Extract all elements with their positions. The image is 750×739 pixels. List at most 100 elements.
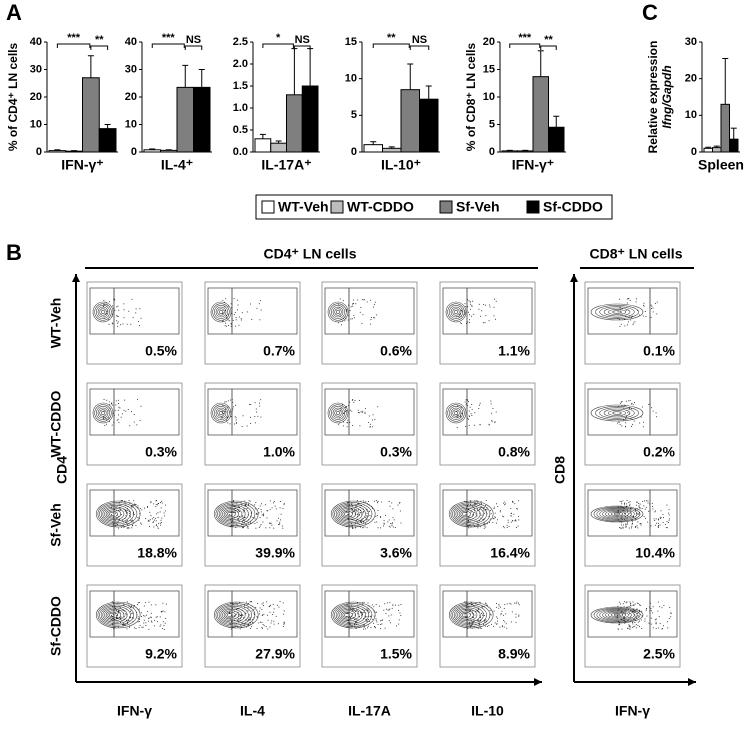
- event-dot: [114, 509, 116, 511]
- event-dot: [237, 620, 239, 622]
- event-dot: [233, 314, 235, 315]
- event-dot: [349, 409, 351, 411]
- event-dot: [248, 500, 250, 502]
- event-dot: [652, 508, 654, 510]
- event-dot: [238, 507, 240, 509]
- event-dot: [482, 606, 483, 608]
- event-dot: [354, 521, 356, 523]
- event-dot: [123, 624, 125, 626]
- event-dot: [632, 611, 634, 613]
- event-dot: [355, 523, 356, 525]
- event-dot: [230, 623, 232, 625]
- y-tick-label: 30: [125, 63, 137, 75]
- event-dot: [356, 621, 358, 623]
- event-dot: [227, 319, 229, 321]
- event-dot: [231, 399, 233, 400]
- event-dot: [240, 616, 242, 618]
- event-dot: [137, 517, 139, 518]
- event-dot: [478, 303, 480, 305]
- event-dot: [348, 410, 350, 412]
- event-dot: [265, 527, 267, 529]
- event-dot: [365, 523, 367, 525]
- x-category-label: IFN-γ⁺: [61, 157, 103, 173]
- event-dot: [659, 524, 661, 526]
- contour: [460, 611, 471, 619]
- event-dot: [626, 324, 628, 326]
- event-dot: [505, 613, 507, 615]
- event-dot: [641, 615, 643, 617]
- event-dot: [352, 511, 354, 513]
- event-dot: [617, 512, 619, 514]
- contour: [104, 608, 125, 622]
- event-dot: [252, 622, 254, 624]
- event-dot: [143, 619, 145, 621]
- event-dot: [626, 517, 628, 519]
- event-dot: [145, 517, 147, 519]
- event-dot: [271, 620, 273, 622]
- event-dot: [246, 521, 248, 523]
- event-dot: [486, 509, 488, 511]
- event-dot: [638, 506, 640, 508]
- event-dot: [133, 512, 134, 513]
- event-dot: [113, 415, 115, 417]
- event-dot: [474, 424, 476, 426]
- event-dot: [111, 322, 113, 324]
- bar: [176, 86, 194, 153]
- event-dot: [632, 515, 634, 517]
- event-dot: [159, 522, 161, 524]
- event-dot: [123, 603, 125, 605]
- event-dot: [484, 622, 486, 624]
- event-dot: [115, 608, 116, 610]
- event-dot: [136, 614, 138, 616]
- event-dot: [112, 617, 114, 619]
- event-dot: [376, 515, 378, 516]
- event-dot: [114, 627, 116, 629]
- event-dot: [469, 622, 471, 624]
- event-dot: [122, 521, 124, 523]
- event-dot: [248, 624, 250, 626]
- event-dot: [470, 501, 472, 503]
- contour: [217, 409, 225, 417]
- event-dot: [103, 416, 105, 418]
- event-dot: [108, 301, 110, 303]
- event-dot: [619, 325, 621, 327]
- contour: [334, 308, 342, 316]
- event-dot: [630, 508, 632, 510]
- event-dot: [468, 300, 470, 302]
- event-dot: [503, 526, 505, 527]
- event-dot: [471, 315, 472, 317]
- bar: [254, 138, 272, 153]
- event-dot: [617, 510, 619, 511]
- event-dot: [165, 603, 167, 605]
- event-dot: [658, 627, 660, 629]
- event-dot: [233, 500, 234, 502]
- event-dot: [235, 510, 237, 512]
- event-dot: [490, 513, 492, 515]
- event-dot: [373, 306, 374, 308]
- event-dot: [240, 615, 242, 617]
- event-dot: [370, 627, 372, 629]
- event-dot: [153, 521, 154, 523]
- event-dot: [657, 526, 659, 527]
- contour: [454, 310, 458, 314]
- contour: [218, 606, 249, 624]
- event-dot: [500, 606, 501, 608]
- event-dot: [364, 610, 366, 612]
- event-dot: [364, 411, 366, 413]
- event-dot: [663, 605, 665, 606]
- event-dot: [129, 516, 131, 518]
- event-dot: [361, 613, 363, 615]
- event-dot: [639, 609, 641, 611]
- event-dot: [155, 518, 157, 519]
- event-dot: [617, 605, 619, 607]
- event-dot: [650, 608, 652, 610]
- event-dot: [471, 409, 473, 410]
- event-dot: [362, 511, 364, 513]
- event-dot: [349, 607, 351, 609]
- event-dot: [114, 619, 116, 621]
- event-dot: [483, 527, 485, 529]
- significance-label: ***: [518, 32, 532, 44]
- event-dot: [651, 612, 653, 614]
- contour: [92, 402, 114, 424]
- contour: [339, 608, 360, 622]
